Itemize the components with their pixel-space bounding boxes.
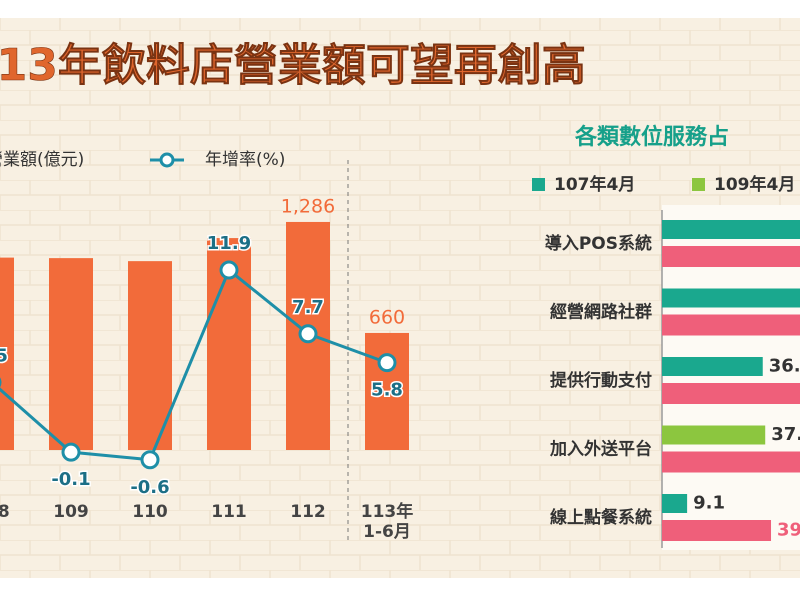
bar (128, 261, 172, 450)
legend-marker (532, 178, 545, 191)
value-label: 9.1 (693, 493, 725, 514)
bar (662, 288, 800, 308)
chart-subtitle: 各類數位服務占 (574, 124, 729, 150)
legend-marker (159, 152, 175, 168)
point-label: -0.6 (130, 477, 169, 498)
legend-label: 109年4月 (714, 174, 795, 195)
bar (0, 257, 14, 450)
bar (662, 220, 800, 239)
x-tick-label: 112 (290, 502, 326, 522)
point (140, 450, 160, 470)
x-tick-label: 108 (0, 502, 10, 522)
bar (662, 314, 800, 336)
bar (662, 451, 800, 473)
bar (49, 258, 93, 450)
y-tick-label: 線上點餐系統 (550, 507, 652, 528)
point-label: 4.5 (0, 345, 8, 366)
point (298, 324, 318, 344)
value-label: 36.5 (769, 356, 800, 377)
value-label: 660 (369, 306, 405, 328)
point (219, 260, 239, 280)
title: 113年飲料店營業額可望再創高 (0, 40, 586, 91)
bar (662, 494, 688, 513)
x-tick-label: 111 (211, 502, 247, 522)
value-label: 37.4 (771, 424, 800, 445)
bar (662, 425, 766, 445)
point-label: 7.7 (292, 297, 324, 318)
legend-marker (692, 178, 705, 191)
line (0, 267, 388, 462)
legend-label: 營業額(億元) (0, 150, 84, 170)
bar (662, 246, 800, 267)
point-label: 11.9 (207, 233, 251, 254)
bar (365, 332, 409, 450)
y-tick-label: 提供行動支付 (550, 370, 652, 391)
x-tick-label: 110 (132, 502, 168, 522)
y-tick-label: 加入外送平台 (549, 439, 652, 460)
point-label: -0.1 (51, 469, 90, 490)
bar (662, 383, 800, 404)
y-tick-label: 導入POS系統 (545, 233, 652, 254)
point-label: 5.8 (371, 380, 403, 401)
legend-label: 年增率(%) (205, 150, 285, 170)
bar (662, 357, 763, 376)
point (61, 442, 81, 462)
point (377, 353, 397, 373)
bar (662, 520, 772, 541)
x-tick-label: 113年 1-6月 (361, 501, 414, 542)
y-tick-label: 經營網路社群 (550, 302, 652, 323)
legend-label: 107年4月 (554, 174, 635, 195)
value-label: 39.5 (777, 520, 800, 541)
value-label: 1,286 (281, 195, 335, 217)
x-tick-label: 109 (53, 502, 89, 522)
